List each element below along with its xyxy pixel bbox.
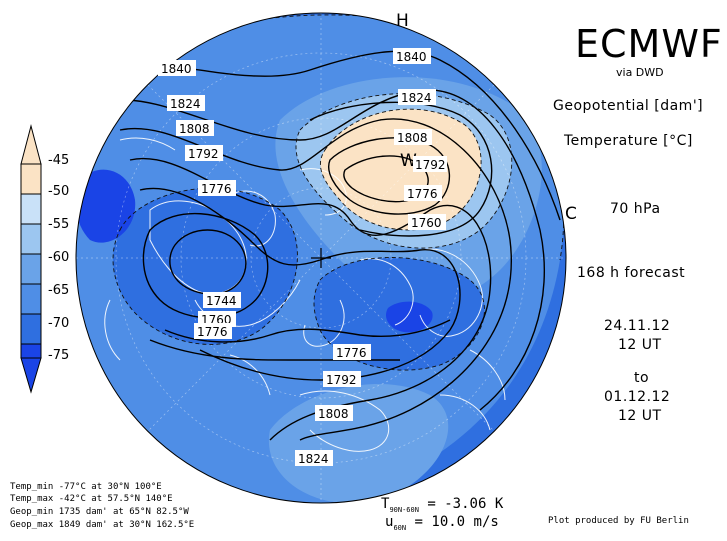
stat-temp-min: Temp_min -77°C at 30°N 100°E — [10, 482, 162, 492]
svg-text:1808: 1808 — [397, 131, 428, 145]
init-time: 12 UT — [618, 337, 662, 353]
svg-text:1760: 1760 — [411, 216, 442, 230]
stat-geop-max: Geop_max 1849 dam' at 30°N 162.5°E — [10, 520, 195, 530]
warm-center-label: W — [400, 151, 417, 171]
index-u-value: = 10.0 m/s — [414, 514, 499, 530]
colorbar-label: -65 — [48, 283, 70, 298]
svg-text:1808: 1808 — [318, 407, 349, 421]
svg-text:1824: 1824 — [298, 452, 329, 466]
contour-label: 1808 — [394, 129, 432, 145]
data-source: via DWD — [616, 66, 664, 79]
svg-text:1824: 1824 — [170, 97, 201, 111]
svg-text:1776: 1776 — [336, 346, 367, 360]
colorbar-label: -45 — [48, 153, 70, 168]
contour-label: 1792 — [323, 371, 361, 387]
colorbar-label: -75 — [48, 348, 70, 363]
contour-label: 1776 — [404, 185, 442, 201]
contour-label: 1744 — [203, 292, 241, 308]
contour-label: 1824 — [167, 95, 205, 111]
contour-label: 1840 — [393, 48, 431, 64]
contour-label: 1840 — [158, 60, 196, 76]
north-pole-marker — [311, 248, 331, 268]
temp-region-deep-west — [76, 169, 136, 243]
index-t-subscript: 90N-60N — [389, 505, 419, 514]
index-temperature: T90N-60N = -3.06 K — [381, 496, 503, 514]
svg-text:1792: 1792 — [326, 373, 357, 387]
contour-label: 1776 — [333, 344, 371, 360]
colorbar-label: -70 — [48, 316, 70, 331]
hemisphere-outline — [75, 12, 567, 504]
contour-label: 1824 — [295, 450, 333, 466]
contour-label: 1760 — [408, 214, 446, 230]
model-title: ECMWF — [575, 22, 723, 66]
contour-label: 1824 — [398, 89, 436, 105]
colorbar — [20, 124, 42, 394]
svg-text:1776: 1776 — [407, 187, 438, 201]
contour-label: 1792 — [413, 156, 447, 172]
contour-label: 1808 — [176, 120, 214, 136]
contour-label: 1776 — [198, 180, 236, 196]
svg-text:1776: 1776 — [197, 325, 228, 339]
svg-text:1792: 1792 — [415, 158, 446, 172]
valid-time: 12 UT — [618, 408, 662, 424]
svg-text:1824: 1824 — [401, 91, 432, 105]
credit-text: Plot produced by FU Berlin — [548, 516, 689, 526]
colorbar-label: -60 — [48, 250, 70, 265]
colorbar-cap-bottom — [20, 357, 42, 394]
init-date: 24.11.12 — [604, 318, 671, 334]
contour-label: 1808 — [315, 405, 353, 421]
svg-text:1792: 1792 — [188, 147, 219, 161]
stat-geop-min: Geop_min 1735 dam' at 65°N 82.5°W — [10, 507, 189, 517]
colorbar-label: -55 — [48, 217, 70, 232]
index-t-symbol: T — [381, 496, 390, 512]
to-label: to — [634, 370, 650, 386]
contour-label: 1776 — [194, 323, 232, 339]
svg-text:1840: 1840 — [396, 50, 427, 64]
svg-text:1840: 1840 — [161, 62, 192, 76]
index-t-value: = -3.06 K — [427, 496, 504, 512]
contour-label: 1792 — [185, 145, 223, 161]
index-u-symbol: u — [385, 514, 394, 530]
temp-region-cold — [113, 188, 298, 345]
index-wind: u60N = 10.0 m/s — [385, 514, 499, 532]
temp-region-coldest — [385, 301, 433, 333]
svg-text:1744: 1744 — [206, 294, 237, 308]
forecast-lead: 168 h forecast — [577, 265, 686, 281]
svg-text:1808: 1808 — [179, 122, 210, 136]
field-temperature: Temperature [°C] — [564, 133, 693, 149]
svg-text:1776: 1776 — [201, 182, 232, 196]
colorbar-cap-top — [20, 124, 42, 165]
colorbar-label: -50 — [48, 184, 70, 199]
pressure-level: 70 hPa — [610, 201, 661, 217]
contour-labels: 1840 1840 1824 1824 1808 1808 1792 1792 … — [158, 48, 447, 466]
coastlines — [104, 137, 506, 452]
cold-label: C — [565, 204, 577, 224]
field-geopotential: Geopotential [dam'] — [553, 98, 704, 114]
stat-temp-max: Temp_max -42°C at 57.5°N 140°E — [10, 494, 173, 504]
high-label: H — [396, 11, 409, 31]
valid-date: 01.12.12 — [604, 389, 671, 405]
index-u-subscript: 60N — [393, 523, 407, 532]
